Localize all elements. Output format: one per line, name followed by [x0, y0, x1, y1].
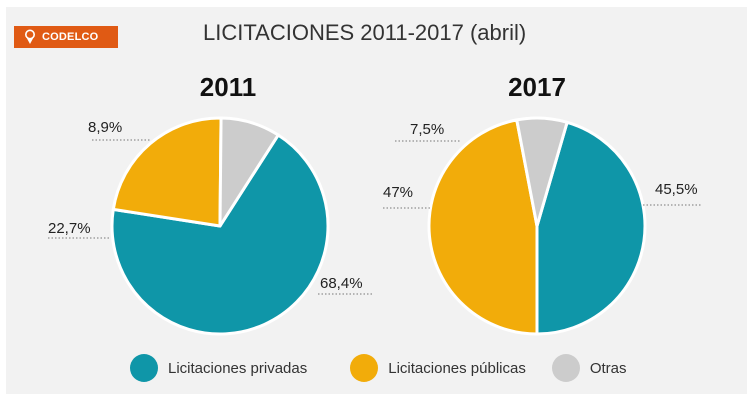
legend-swatch-privadas — [130, 354, 158, 382]
legend: Licitaciones privadas Licitaciones públi… — [130, 354, 627, 382]
pie-slice-2017-publicas — [427, 118, 539, 336]
legend-label-privadas: Licitaciones privadas — [168, 359, 308, 377]
legend-item-publicas: Licitaciones públicas — [350, 354, 526, 382]
legend-item-privadas: Licitaciones privadas — [130, 354, 307, 382]
data-label-2017-privadas: 45,5% — [655, 181, 698, 198]
data-label-2011-otras: 8,9% — [88, 119, 122, 136]
data-label-2017-publicas: 47% — [383, 184, 413, 201]
pie-slice-2017-privadas — [535, 120, 647, 336]
pie-slice-2011-publicas — [111, 116, 223, 228]
brand-name: CODELCO — [42, 31, 99, 43]
data-label-2017-otras: 7,5% — [410, 121, 444, 138]
legend-swatch-publicas — [350, 354, 379, 382]
data-label-2011-privadas: 68,4% — [320, 275, 363, 292]
chart-title: LICITACIONES 2011-2017 (abril) — [203, 20, 527, 45]
year-label-2011: 2011 — [200, 72, 256, 102]
legend-label-publicas: Licitaciones públicas — [388, 359, 526, 377]
data-label-2011-publicas: 22,7% — [48, 220, 91, 237]
codelco-logo: CODELCO — [14, 26, 118, 48]
legend-item-otras: Otras — [551, 354, 627, 382]
pie-slice-2011-privadas — [110, 133, 330, 336]
legend-label-otras: Otras — [589, 359, 627, 377]
legend-swatch-otras — [551, 354, 580, 382]
year-label-2017: 2017 — [508, 72, 566, 102]
codelco-logo-icon — [25, 29, 35, 44]
pie-chart-2017: 2017 45,5% 47% 7,5% — [383, 72, 702, 336]
pie-slice-2017-otras — [515, 116, 569, 228]
pie-chart-2011: 2011 68,4% 22,7% 8,9% — [48, 72, 372, 336]
pie-slice-2011-otras — [218, 116, 280, 228]
